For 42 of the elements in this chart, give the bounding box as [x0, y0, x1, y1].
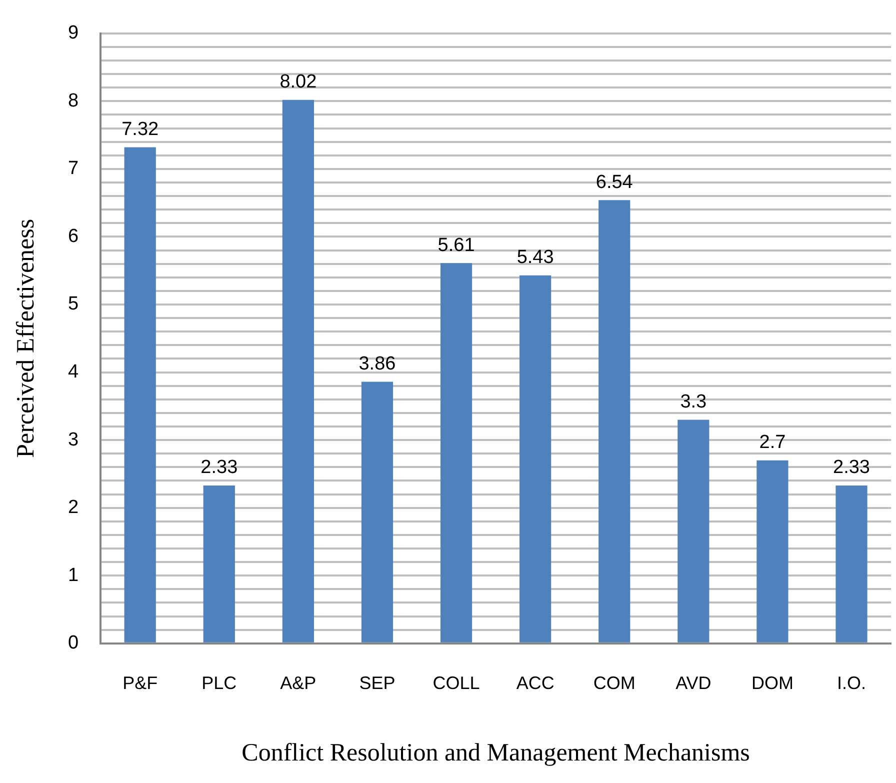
x-tick-label: AVD	[676, 673, 712, 694]
y-tick-label: 3	[68, 429, 79, 450]
x-tick-label: PLC	[202, 673, 237, 694]
x-tick-label: P&F	[122, 673, 158, 694]
data-label: 2.7	[759, 432, 786, 454]
data-label: 3.3	[680, 391, 707, 412]
y-axis-title: Perceived Effectiveness	[12, 218, 40, 458]
x-tick-label: COLL	[432, 673, 480, 694]
data-label: 6.54	[596, 172, 634, 193]
bar	[756, 460, 788, 642]
y-tick-label: 8	[68, 90, 79, 112]
bar	[282, 100, 314, 642]
bar	[440, 263, 472, 642]
y-tick-label: 9	[68, 22, 79, 44]
bar	[361, 382, 394, 642]
x-tick-label: ACC	[516, 673, 554, 694]
y-tick-label: 2	[68, 497, 79, 518]
data-label: 5.43	[516, 247, 554, 268]
data-label: 2.33	[833, 457, 870, 478]
x-axis-title: Conflict Resolution and Management Mechanisms	[242, 740, 750, 767]
y-tick-label: 6	[68, 226, 79, 247]
y-tick-label: 5	[68, 294, 79, 315]
bar	[520, 275, 552, 642]
y-tick-label: 0	[68, 632, 79, 654]
data-label: 2.33	[200, 457, 238, 478]
data-label: 3.86	[358, 354, 396, 375]
bar	[836, 485, 868, 642]
data-label: 8.02	[280, 72, 317, 93]
bar	[203, 485, 235, 642]
bar	[124, 147, 156, 642]
data-label: 7.32	[122, 119, 159, 140]
x-tick-label: SEP	[359, 673, 396, 694]
x-tick-label: I.O.	[836, 673, 866, 694]
x-tick-label: DOM	[751, 673, 794, 694]
bar	[598, 200, 630, 642]
x-tick-label: A&P	[280, 673, 316, 694]
bar	[678, 420, 710, 642]
y-tick-label: 4	[68, 362, 79, 383]
y-tick-label: 1	[68, 564, 79, 586]
x-tick-label: COM	[593, 673, 636, 694]
y-tick-label: 7	[68, 158, 79, 180]
data-label: 5.61	[438, 234, 475, 256]
